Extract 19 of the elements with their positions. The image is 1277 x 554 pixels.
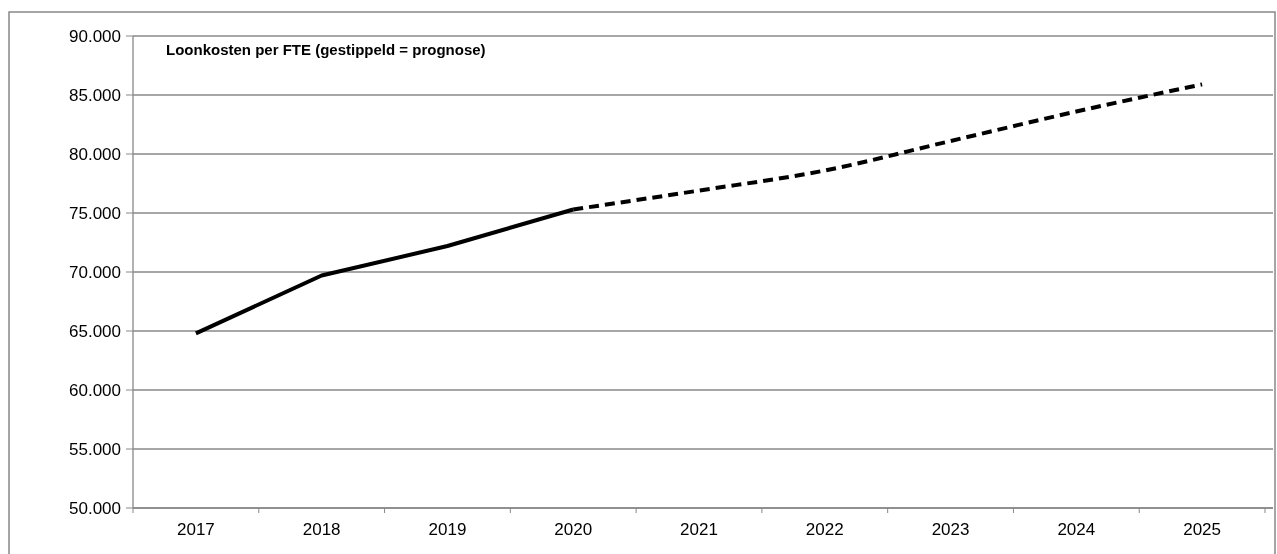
x-tick-label: 2024	[1057, 520, 1096, 539]
x-tick-label: 2020	[554, 520, 593, 539]
x-tick-label: 2018	[302, 520, 341, 539]
chart-title: Loonkosten per FTE (gestippeld = prognose)	[166, 41, 486, 58]
y-tick-label: 50.000	[69, 498, 121, 518]
y-tick-label: 75.000	[69, 203, 121, 223]
x-tick-label: 2022	[805, 520, 844, 539]
y-tick-label: 55.000	[69, 439, 121, 459]
y-tick-label: 90.000	[69, 26, 121, 46]
y-tick-label: 85.000	[69, 85, 121, 105]
y-tick-label: 65.000	[69, 321, 121, 341]
x-tick-label: 2019	[428, 520, 467, 539]
y-tick-label: 70.000	[69, 262, 121, 282]
x-tick-label: 2025	[1183, 520, 1222, 539]
x-tick-label: 2021	[680, 520, 718, 539]
x-tick-label: 2017	[176, 520, 215, 539]
x-tick-label: 2023	[931, 520, 970, 539]
y-tick-label: 80.000	[69, 144, 121, 164]
y-tick-label: 60.000	[69, 380, 121, 400]
